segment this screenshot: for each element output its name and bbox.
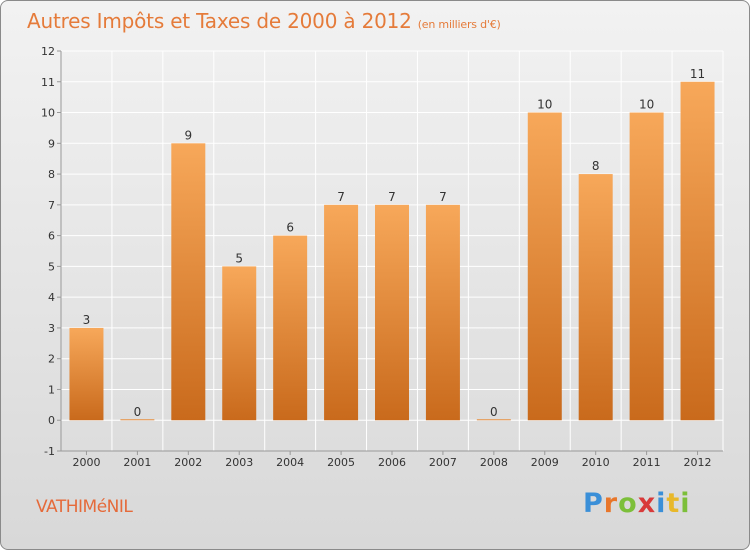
x-tick-label: 2012 bbox=[684, 456, 712, 469]
commune-name: VATHIMéNIL bbox=[36, 497, 133, 517]
data-label: 10 bbox=[639, 98, 654, 112]
bar bbox=[629, 112, 664, 421]
bars bbox=[69, 81, 715, 421]
x-tick-label: 2011 bbox=[633, 456, 661, 469]
y-tick-label: 5 bbox=[48, 260, 55, 273]
chart-unit: (en milliers d'€) bbox=[417, 18, 501, 31]
bar bbox=[120, 419, 155, 421]
y-tick-label: 7 bbox=[48, 199, 55, 212]
bar bbox=[171, 143, 206, 421]
x-tick-label: 2010 bbox=[582, 456, 610, 469]
x-tick-label: 2008 bbox=[480, 456, 508, 469]
x-tick-label: 2004 bbox=[276, 456, 304, 469]
bar bbox=[273, 235, 308, 421]
chart-title: Autres Impôts et Taxes de 2000 à 2012 (en… bbox=[27, 9, 501, 33]
logo-letter: i bbox=[680, 488, 691, 519]
bar bbox=[680, 81, 715, 421]
x-tick-label: 2009 bbox=[531, 456, 559, 469]
y-tick-label: 1 bbox=[48, 383, 55, 396]
y-tick-label: 0 bbox=[48, 414, 55, 427]
logo-letter: i bbox=[656, 488, 667, 519]
data-label: 0 bbox=[490, 405, 498, 419]
bar bbox=[324, 204, 359, 421]
y-tick-label: 3 bbox=[48, 322, 55, 335]
chart-title-text: Autres Impôts et Taxes de 2000 à 2012 bbox=[27, 9, 412, 33]
x-tick-label: 2003 bbox=[225, 456, 253, 469]
bar bbox=[375, 204, 409, 421]
bar bbox=[578, 174, 613, 421]
bar bbox=[476, 419, 511, 421]
y-tick-label: 12 bbox=[41, 45, 55, 58]
data-label: 11 bbox=[690, 67, 705, 81]
y-tick-label: 2 bbox=[48, 353, 55, 366]
data-label: 6 bbox=[286, 221, 294, 235]
data-label: 5 bbox=[235, 251, 243, 265]
x-tick-label: 2006 bbox=[378, 456, 406, 469]
data-label: 8 bbox=[592, 159, 600, 173]
bar bbox=[425, 204, 460, 421]
bar bbox=[527, 112, 562, 421]
logo-letter: t bbox=[666, 488, 681, 519]
x-tick-label: 2005 bbox=[327, 456, 355, 469]
data-label: 0 bbox=[134, 405, 142, 419]
data-label: 7 bbox=[439, 190, 447, 204]
bar bbox=[69, 327, 104, 421]
logo-letter: o bbox=[618, 488, 638, 519]
data-label: 9 bbox=[184, 128, 192, 142]
data-labels: 3 0 9 5 6 7 7 7 0 10 8 10 11 bbox=[83, 67, 706, 419]
y-tick-label: 10 bbox=[41, 107, 55, 120]
y-tick-label: 11 bbox=[41, 76, 55, 89]
logo-letter: x bbox=[637, 488, 657, 519]
data-label: 7 bbox=[388, 190, 396, 204]
bar bbox=[222, 266, 257, 421]
data-label: 10 bbox=[537, 98, 552, 112]
y-tick-label: 8 bbox=[48, 168, 55, 181]
y-tick-label: 4 bbox=[48, 291, 55, 304]
data-label: 7 bbox=[337, 190, 345, 204]
y-tick-label: -1 bbox=[44, 445, 55, 458]
x-tick-label: 2007 bbox=[429, 456, 457, 469]
x-tick-label: 2002 bbox=[174, 456, 202, 469]
y-tick-label: 9 bbox=[48, 137, 55, 150]
logo-letter: P bbox=[583, 488, 604, 519]
x-tick-label: 2001 bbox=[123, 456, 151, 469]
proxiti-logo[interactable]: Proxiti bbox=[583, 488, 691, 519]
logo-letter: r bbox=[603, 488, 619, 519]
x-tick-label: 2000 bbox=[72, 456, 100, 469]
data-label: 3 bbox=[83, 313, 91, 327]
y-tick-label: 6 bbox=[48, 230, 55, 243]
